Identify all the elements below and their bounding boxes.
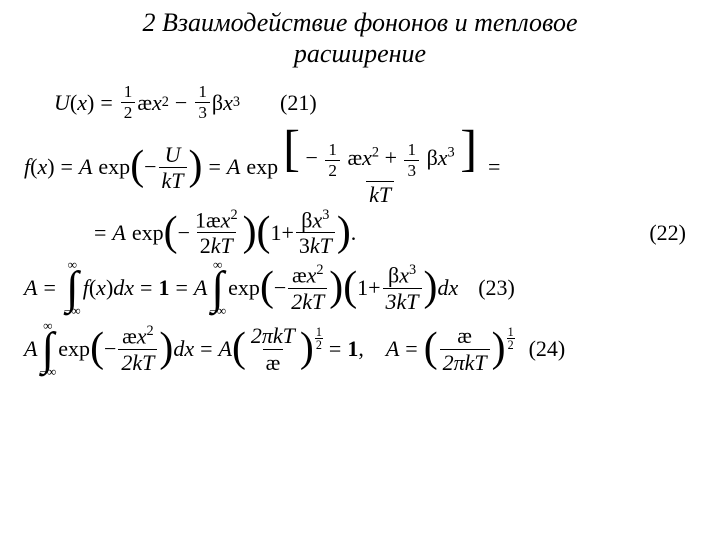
equation-22-line1: f(x) = Aexp ( − UkT ) = Aexp [ − 12 æx2 … xyxy=(24,128,696,206)
section-title: 2 Взаимодействие фононов и тепловое расш… xyxy=(24,8,696,69)
equation-22a: f(x) = Aexp ( − UkT ) = Aexp [ − 12 æx2 … xyxy=(24,128,500,206)
title-line-1: 2 Взаимодействие фононов и тепловое xyxy=(142,8,577,37)
integral-icon: ∞ ∫ −∞ xyxy=(64,259,81,316)
equation-number-22: (22) xyxy=(649,220,696,246)
exponent-half: 12 xyxy=(315,326,323,351)
title-line-2: расширение xyxy=(294,39,426,68)
integral-icon: ∞ ∫ −∞ xyxy=(39,320,56,377)
equation-24-row: A ∞ ∫ −∞ exp ( − æx2 2kT ) dx = A ( 2πkT… xyxy=(24,320,696,377)
equation-21: U(x) = 12 æx2 − 13 βx3 xyxy=(54,83,240,122)
equation-23: A = ∞ ∫ −∞ f(x)dx = 1 = A ∞ ∫ −∞ exp ( −… xyxy=(24,259,458,316)
equation-number-24: (24) xyxy=(529,336,566,362)
equation-23-row: A = ∞ ∫ −∞ f(x)dx = 1 = A ∞ ∫ −∞ exp ( −… xyxy=(24,259,696,316)
equation-21-row: U(x) = 12 æx2 − 13 βx3 (21) xyxy=(54,83,696,122)
equation-number-23: (23) xyxy=(478,275,515,301)
equation-24: A ∞ ∫ −∞ exp ( − æx2 2kT ) dx = A ( 2πkT… xyxy=(24,320,515,377)
exponent-half: 12 xyxy=(507,326,515,351)
equation-22-line2: = Aexp ( − 1æx2 2kT ) ( 1 + βx3 3kT ). (… xyxy=(24,208,696,258)
integral-icon: ∞ ∫ −∞ xyxy=(209,259,226,316)
equation-22b: = Aexp ( − 1æx2 2kT ) ( 1 + βx3 3kT ). xyxy=(94,208,356,258)
equation-number-21: (21) xyxy=(280,90,317,116)
